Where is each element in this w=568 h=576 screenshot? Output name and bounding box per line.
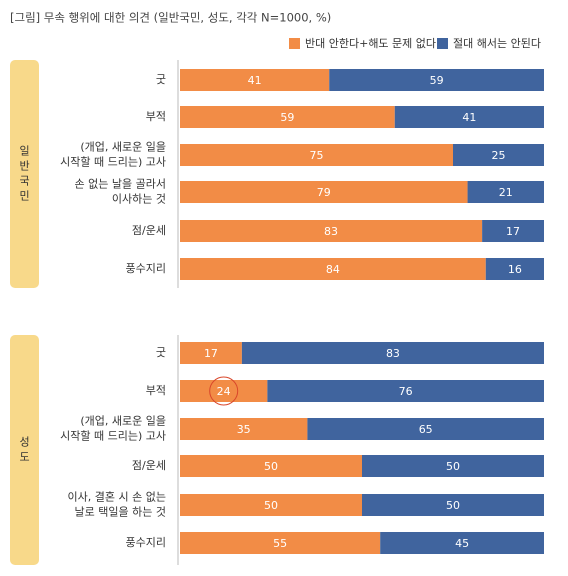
bar-segment <box>180 455 362 477</box>
value-label: 50 <box>446 460 460 473</box>
bar-segment <box>362 494 544 516</box>
value-label: 59 <box>430 74 444 87</box>
category-label: 풍수지리 <box>126 536 166 549</box>
value-label: 65 <box>419 423 433 436</box>
value-label: 21 <box>499 186 513 199</box>
value-label: 35 <box>237 423 251 436</box>
category-label: 이사, 결혼 시 손 없는 날로 택일을 하는 것 <box>68 491 166 519</box>
highlight-circle <box>209 376 239 406</box>
value-label: 41 <box>462 111 476 124</box>
bar-segment <box>482 220 544 242</box>
value-label: 24 <box>217 385 231 398</box>
value-label: 41 <box>248 74 262 87</box>
bar-segment <box>329 69 544 91</box>
category-label: (개업, 새로운 일을 시작할 때 드리는) 고사 <box>60 414 166 443</box>
bar-segment <box>180 144 453 166</box>
category-label: 부적 <box>146 110 166 123</box>
bar-segment <box>180 418 308 440</box>
category-label: 부적 <box>146 384 166 397</box>
value-label: 17 <box>506 225 520 238</box>
panel-label-bg <box>10 335 39 565</box>
value-label: 16 <box>508 263 522 276</box>
bar-segment <box>485 258 544 280</box>
category-label: 굿 <box>156 73 166 86</box>
value-label: 83 <box>324 225 338 238</box>
category-label: 손 없는 날을 골라서 이사하는 것 <box>75 178 166 206</box>
bar-segment <box>180 532 381 554</box>
bar-segment <box>394 106 544 128</box>
value-label: 50 <box>446 499 460 512</box>
chart-title: [그림] 무속 행위에 대한 의견 (일반국민, 성도, 각각 N=1000, … <box>10 11 331 25</box>
value-label: 75 <box>310 149 324 162</box>
bar-segment <box>180 69 330 91</box>
bar-segment <box>180 258 486 280</box>
bar-segment <box>180 380 268 402</box>
value-label: 84 <box>326 263 340 276</box>
bar-segment <box>180 106 395 128</box>
bar-segment <box>307 418 544 440</box>
value-label: 55 <box>273 537 287 550</box>
category-label: 점/운세 <box>132 459 166 472</box>
value-label: 17 <box>204 347 218 360</box>
value-label: 25 <box>492 149 506 162</box>
bar-segment <box>180 181 468 203</box>
value-label: 45 <box>455 537 469 550</box>
legend-label: 절대 해서는 안된다 <box>453 36 541 50</box>
value-label: 50 <box>264 499 278 512</box>
bar-segment <box>267 380 544 402</box>
category-label: 굿 <box>156 346 166 359</box>
category-label: 점/운세 <box>132 224 166 237</box>
legend-swatch <box>437 38 448 49</box>
value-label: 50 <box>264 460 278 473</box>
bar-segment <box>380 532 544 554</box>
category-label: 풍수지리 <box>126 262 166 275</box>
panel-label-bg <box>10 60 39 288</box>
category-label: (개업, 새로운 일을 시작할 때 드리는) 고사 <box>60 140 166 169</box>
bar-segment <box>467 181 544 203</box>
legend-label: 반대 안한다+해도 문제 없다 <box>305 36 436 50</box>
value-label: 76 <box>399 385 413 398</box>
bar-segment <box>362 455 544 477</box>
value-label: 83 <box>386 347 400 360</box>
bar-segment <box>180 220 483 242</box>
bar-segment <box>180 494 362 516</box>
legend-swatch <box>289 38 300 49</box>
bar-segment <box>241 342 544 364</box>
bar-segment <box>453 144 544 166</box>
bar-segment <box>180 342 242 364</box>
value-label: 59 <box>280 111 294 124</box>
value-label: 79 <box>317 186 331 199</box>
